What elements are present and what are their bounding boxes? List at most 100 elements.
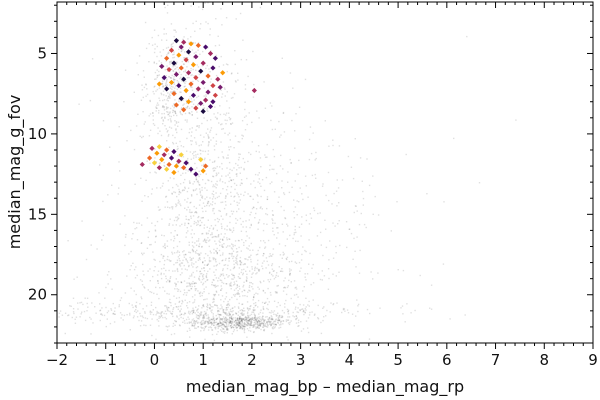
- density-dot: [165, 103, 167, 105]
- density-dot: [191, 106, 193, 108]
- density-dot: [68, 314, 70, 316]
- density-dot: [298, 226, 301, 228]
- density-dot: [207, 320, 209, 323]
- density-dot: [177, 270, 179, 273]
- density-dot: [185, 258, 187, 260]
- density-dot: [254, 316, 256, 318]
- density-dot: [254, 309, 256, 311]
- density-dot: [257, 249, 259, 252]
- density-dot: [203, 316, 205, 318]
- density-dot: [230, 327, 233, 329]
- density-dot: [231, 320, 233, 323]
- density-dot: [314, 173, 316, 176]
- density-dot: [252, 283, 254, 285]
- density-dot: [169, 277, 171, 279]
- density-dot: [215, 326, 217, 328]
- density-dot: [230, 97, 233, 99]
- density-dot: [204, 338, 206, 341]
- density-dot: [184, 292, 186, 294]
- density-dot: [146, 93, 149, 96]
- density-dot: [221, 227, 223, 230]
- density-dot: [294, 229, 296, 231]
- density-dot: [297, 325, 299, 327]
- density-dot: [280, 154, 282, 157]
- density-dot: [160, 312, 162, 314]
- density-dot: [194, 282, 196, 285]
- density-dot: [160, 277, 163, 280]
- density-dot: [212, 227, 215, 229]
- density-dot: [224, 319, 226, 321]
- density-dot: [181, 80, 184, 82]
- density-dot: [234, 319, 237, 322]
- density-dot: [203, 257, 205, 259]
- density-dot: [304, 249, 306, 252]
- density-dot: [145, 324, 147, 327]
- density-dot: [245, 270, 247, 272]
- density-dot: [58, 312, 61, 314]
- density-dot: [225, 257, 227, 260]
- density-dot: [212, 175, 214, 177]
- density-dot: [278, 327, 280, 329]
- density-dot: [185, 74, 187, 76]
- density-dot: [199, 293, 201, 295]
- density-dot: [131, 304, 133, 306]
- density-dot: [238, 320, 240, 323]
- density-dot: [168, 259, 170, 261]
- density-dot: [243, 244, 245, 246]
- density-dot: [215, 133, 218, 136]
- density-dot: [235, 81, 237, 83]
- density-dot: [195, 252, 197, 254]
- density-dot: [213, 320, 215, 322]
- density-dot: [351, 313, 354, 315]
- density-dot: [243, 241, 245, 244]
- density-dot: [222, 282, 225, 285]
- density-dot: [238, 318, 241, 320]
- density-dot: [243, 268, 245, 271]
- density-dot: [165, 281, 168, 283]
- density-dot: [183, 189, 185, 191]
- density-dot: [231, 231, 234, 233]
- density-dot: [257, 317, 259, 319]
- density-dot: [219, 322, 222, 324]
- density-dot: [276, 172, 278, 175]
- density-dot: [192, 42, 194, 44]
- density-dot: [86, 297, 89, 299]
- density-dot: [225, 320, 228, 322]
- density-dot: [187, 187, 190, 189]
- density-dot: [198, 157, 200, 159]
- density-dot: [173, 83, 176, 85]
- density-dot: [167, 180, 169, 182]
- density-dot: [171, 208, 174, 210]
- density-dot: [159, 316, 162, 319]
- density-dot: [191, 131, 193, 133]
- density-dot: [204, 298, 206, 301]
- density-dot: [247, 248, 249, 250]
- density-dot: [230, 316, 232, 318]
- density-dot: [253, 206, 255, 209]
- density-dot: [221, 239, 224, 241]
- density-dot: [188, 244, 190, 246]
- density-dot: [214, 284, 216, 286]
- density-dot: [175, 121, 178, 123]
- density-dot: [239, 317, 241, 320]
- density-dot: [250, 322, 252, 325]
- density-dot: [189, 47, 191, 49]
- density-dot: [253, 324, 255, 326]
- density-dot: [160, 134, 163, 137]
- density-dot: [218, 209, 220, 212]
- density-dot: [235, 257, 237, 259]
- density-dot: [129, 314, 131, 316]
- density-dot: [166, 84, 168, 86]
- density-dot: [72, 297, 75, 299]
- data-point: [171, 148, 177, 155]
- density-dot: [166, 306, 168, 308]
- x-tick-label: −1: [95, 351, 117, 369]
- density-dot: [113, 310, 116, 312]
- density-dot: [329, 240, 331, 242]
- density-dot: [259, 207, 261, 209]
- density-dot: [281, 180, 283, 182]
- density-dot: [218, 323, 220, 325]
- density-dot: [176, 204, 178, 206]
- density-dot: [160, 93, 163, 96]
